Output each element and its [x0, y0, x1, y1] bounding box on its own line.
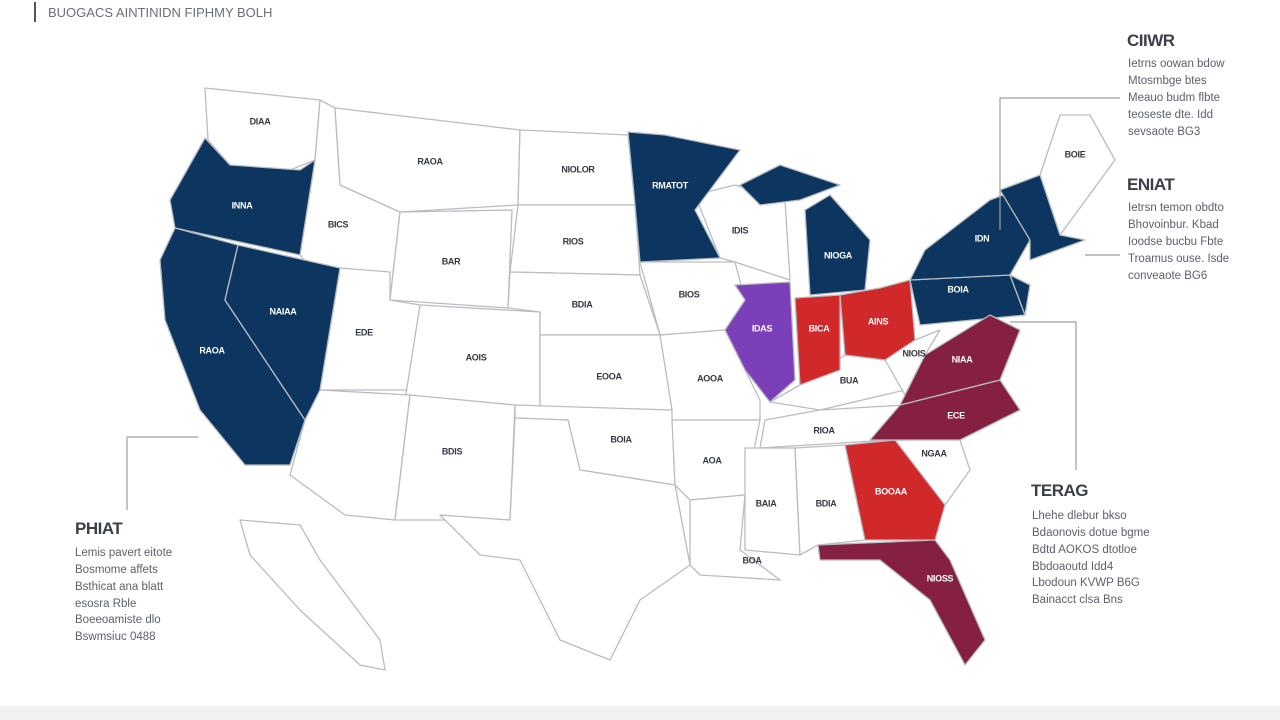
state-label: IDAS: [752, 323, 773, 333]
state: [839, 279, 916, 361]
leader-line: [999, 97, 1120, 230]
state: [794, 294, 841, 386]
callout: ENIAT Ietrsn temon obdto Bhovoinbur. Kba…: [1127, 175, 1229, 282]
state: [869, 379, 1021, 441]
state-label: AOA: [702, 455, 722, 465]
state-label: BOIA: [947, 284, 969, 294]
callout-title: PHIAT: [75, 519, 123, 538]
callout-text: Lbodoun KVWP B6G: [1032, 577, 1140, 589]
state-label: NIOGA: [824, 250, 853, 260]
state: [224, 244, 341, 421]
state: [239, 519, 386, 671]
state-label: BAR: [442, 256, 461, 266]
state-label: ECE: [947, 410, 965, 420]
state: [844, 439, 946, 541]
state: [394, 394, 516, 521]
state-label: BDIA: [572, 299, 594, 309]
callout-text: Troamus ouse. Isde: [1128, 253, 1229, 265]
state-label: BICS: [328, 219, 349, 229]
state: [817, 539, 986, 666]
callout-title: ENIAT: [1127, 175, 1175, 194]
state-label: RIOS: [563, 236, 584, 246]
callout: TERAG Lhehe dlebur bkso Bdaonovis dotue …: [1031, 481, 1150, 606]
callout-text: Ioodse bucbu Fbte: [1128, 236, 1223, 248]
state-label: NIOLOR: [561, 164, 595, 174]
callout-text: Lemis pavert eitote: [75, 547, 172, 559]
state-label: EDE: [355, 327, 373, 337]
callout-text: Bhovoinbur. Kbad: [1128, 219, 1219, 231]
callout-text: Bdtd AOKOS dtotloe: [1032, 544, 1137, 556]
state-labels: DIAA INNA BICS RAOA EDE NAIAA RAOA NIOLO…: [199, 116, 1086, 583]
callout: CIIWR Ietrns oowan bdow Mtosmbge btes Me…: [1127, 31, 1225, 138]
state: [334, 107, 521, 213]
callout-text: Bosmome affets: [75, 564, 158, 576]
state: [1009, 274, 1031, 316]
state-label: RMATOT: [652, 180, 689, 190]
state: [794, 444, 866, 556]
callout-text: Boeeoamiste dlo: [75, 614, 161, 626]
callout-text: esosra Rble: [75, 598, 136, 610]
state-label: RIOA: [813, 425, 835, 435]
state-label: IDIS: [732, 225, 749, 235]
state: [439, 417, 691, 661]
leader-line: [126, 436, 198, 510]
state-label: BICA: [809, 323, 831, 333]
callout-text: Lhehe dlebur bkso: [1032, 510, 1127, 522]
leader-lines: [126, 97, 1120, 510]
callout-text: Ietrns oowan bdow: [1128, 58, 1225, 70]
state-label: INNA: [232, 200, 254, 210]
state-label: BOIA: [610, 434, 632, 444]
state-label: BDIA: [816, 498, 838, 508]
state-label: BOOAA: [875, 486, 908, 496]
state-label: BOIE: [1065, 149, 1086, 159]
state: [627, 131, 741, 263]
state: [739, 164, 841, 206]
callout-text: conveaote BG6: [1128, 270, 1207, 282]
state-label: NIOSS: [927, 573, 954, 583]
state: [909, 274, 1026, 326]
state-label: RAOA: [417, 156, 443, 166]
state-label: NAIAA: [270, 306, 298, 316]
callout-title: TERAG: [1031, 481, 1088, 500]
state-label: IDN: [975, 233, 990, 243]
state-label: RAOA: [199, 345, 225, 355]
state-label: EOOA: [596, 371, 622, 381]
state-label: BIOS: [679, 289, 700, 299]
state-label: BAIA: [756, 498, 778, 508]
header-title: BUOGACS AINTINIDN FIPHMY BOLH: [48, 5, 272, 20]
state: [899, 314, 1021, 406]
state: [169, 137, 316, 256]
state-label: DIAA: [250, 116, 272, 126]
state-label: NGAA: [921, 448, 947, 458]
callout-title: CIIWR: [1127, 31, 1175, 50]
state: [999, 174, 1086, 261]
callout-text: Bswmsiuc 0488: [75, 631, 156, 643]
callout-text: Bainacct clsa Bns: [1032, 594, 1123, 606]
state: [724, 281, 796, 403]
footer-strip: [0, 706, 1280, 720]
state-label: BOA: [742, 555, 762, 565]
callout-text: Bbdoaoutd Idd4: [1032, 561, 1114, 573]
state-label: BUA: [840, 375, 859, 385]
callout-text: Ietrsn temon obdto: [1128, 202, 1224, 214]
callout-text: Mtosmbge btes: [1128, 75, 1207, 87]
callout-text: sevsaote BG3: [1128, 126, 1200, 138]
state-label: AOIS: [466, 352, 487, 362]
state-label: NIAA: [952, 354, 974, 364]
callout: PHIAT Lemis pavert eitote Bosmome affets…: [75, 519, 172, 643]
callout-text: Meauo budm flbte: [1128, 92, 1220, 104]
callout-text: Bsthicat ana blatt: [75, 581, 164, 593]
state-label: NIOIS: [902, 348, 925, 358]
state-label: BDIS: [442, 446, 463, 456]
callout-text: Bdaonovis dotue bgme: [1032, 527, 1150, 539]
state: [804, 194, 871, 296]
state-label: AOOA: [697, 373, 724, 383]
leader-line: [1010, 321, 1077, 470]
callout-text: teoseste dte. Idd: [1128, 109, 1213, 121]
state-label: AINS: [868, 316, 889, 326]
states: [159, 87, 1116, 671]
